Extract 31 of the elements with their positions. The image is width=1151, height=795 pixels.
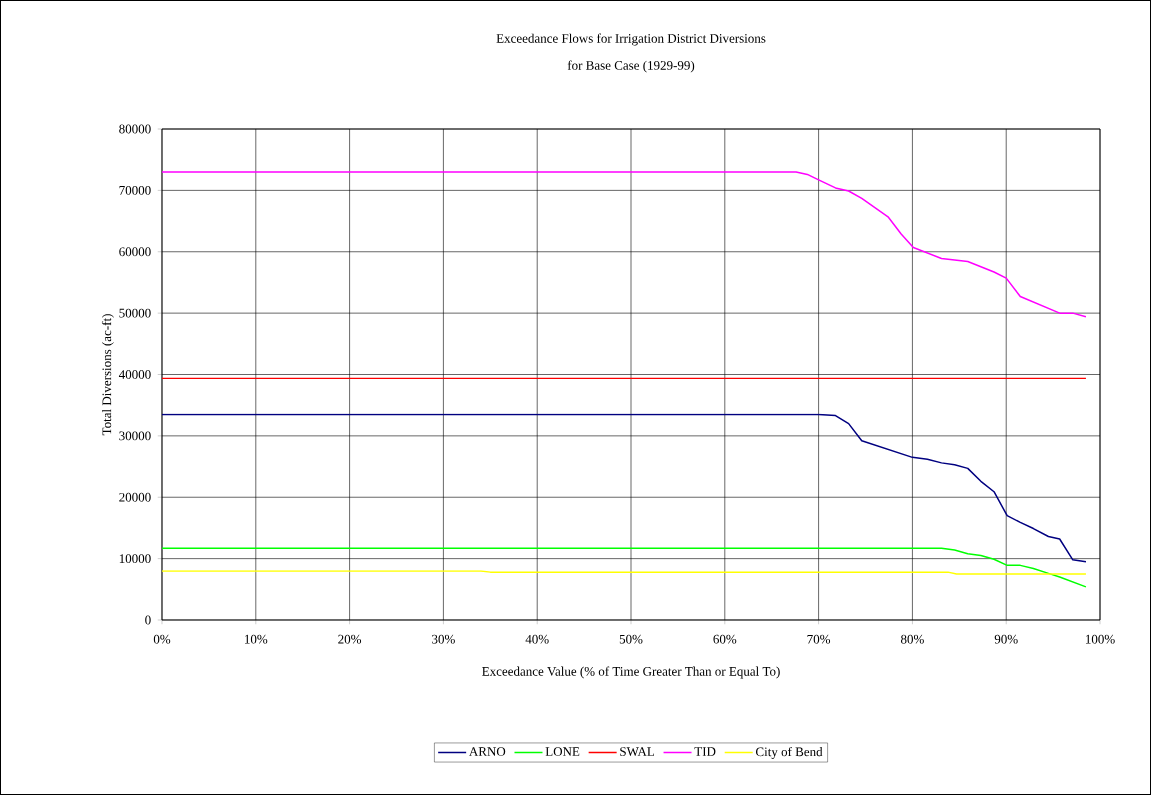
legend-label: ARNO [469,747,506,756]
chart-title: Exceedance Flows for Irrigation District Diversions [496,33,766,46]
legend-label: City of Bend [755,746,823,759]
y-tick-label: 80000 [119,124,151,134]
x-tick-label: 100% [1085,634,1115,644]
y-axis-title: Total Diversions (ac-ft) [101,314,114,436]
line-series [162,547,1087,588]
x-tick-label: 40% [525,634,549,644]
legend-label: LONE [545,747,580,756]
y-tick-label: 30000 [119,431,151,441]
y-tick-label: 10000 [119,554,151,564]
x-tick-label: 60% [713,634,737,644]
legend-label: SWAL [620,747,655,757]
x-tick-label: 30% [432,634,455,644]
y-tick-label: 20000 [119,492,151,502]
x-tick-label: 90% [994,634,1018,644]
x-tick-label: 80% [901,634,924,644]
x-tick-label: 20% [338,634,362,644]
y-tick-label: 0 [145,615,151,625]
x-tick-label: 50% [619,634,643,644]
line-series [162,413,1087,563]
y-tick-label: 50000 [119,308,151,318]
x-axis-title: Exceedance Value (% of Time Greater Than or Equal To) [482,666,780,679]
y-tick-label: 40000 [118,370,151,379]
legend-label: TID [694,747,716,756]
y-tick-label: 70000 [119,185,151,195]
x-tick-label: 0% [153,634,171,644]
x-tick-label: 70% [807,634,831,644]
chart-subtitle: for Base Case (1929-99) [567,60,695,73]
y-tick-label: 60000 [119,247,151,257]
x-tick-label: 10% [245,634,268,644]
